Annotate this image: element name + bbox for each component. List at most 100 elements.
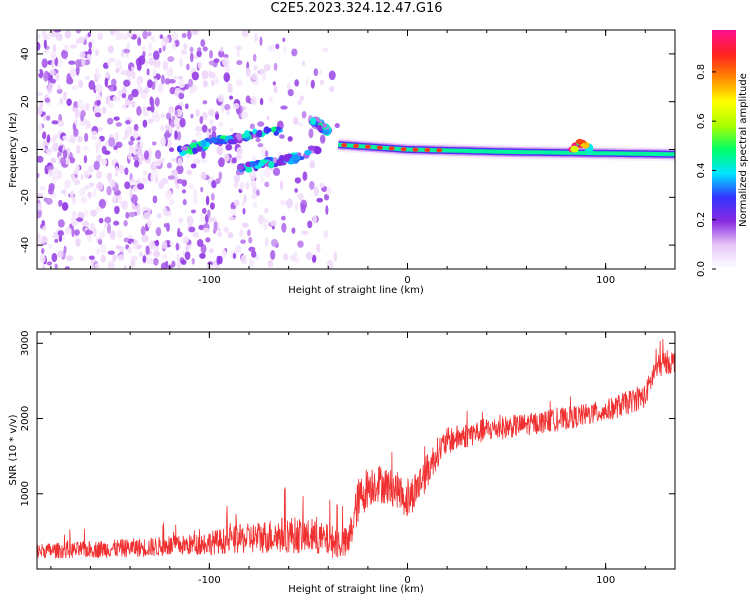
noise-speckle xyxy=(263,64,271,72)
noise-speckle xyxy=(84,102,90,112)
noise-speckle xyxy=(137,37,142,46)
noise-speckle xyxy=(83,209,88,218)
noise-speckle xyxy=(217,94,225,103)
noise-speckle xyxy=(272,81,276,86)
noise-speckle xyxy=(106,117,114,125)
noise-speckle xyxy=(104,221,108,229)
noise-speckle xyxy=(177,227,181,238)
noise-speckle xyxy=(287,136,293,142)
noise-speckle xyxy=(50,157,57,164)
noise-speckle xyxy=(141,234,149,243)
noise-speckle xyxy=(90,209,97,217)
noise-speckle xyxy=(127,247,133,254)
noise-speckle xyxy=(197,47,202,52)
noise-speckle xyxy=(325,205,329,215)
noise-speckle xyxy=(196,50,202,58)
noise-speckle xyxy=(82,146,90,151)
noise-speckle xyxy=(57,230,64,237)
noise-speckle xyxy=(257,121,265,127)
noise-speckle xyxy=(49,69,56,76)
noise-speckle xyxy=(302,171,308,181)
noise-speckle xyxy=(292,116,299,125)
noise-speckle xyxy=(106,186,112,196)
noise-speckle xyxy=(209,49,213,59)
noise-speckle xyxy=(193,158,201,165)
noise-speckle xyxy=(190,209,197,214)
noise-speckle xyxy=(123,265,127,269)
noise-speckle xyxy=(293,251,298,257)
noise-speckle xyxy=(178,92,185,100)
noise-speckle xyxy=(263,167,272,178)
noise-speckle xyxy=(195,109,200,117)
noise-speckle xyxy=(239,181,245,191)
noise-speckle xyxy=(102,62,109,69)
noise-speckle xyxy=(153,59,161,68)
noise-speckle xyxy=(125,69,130,76)
noise-speckle xyxy=(291,48,298,57)
noise-speckle xyxy=(54,263,58,269)
noise-speckle xyxy=(242,207,246,215)
noise-speckle xyxy=(46,261,53,266)
noise-speckle xyxy=(64,179,71,189)
noise-speckle xyxy=(312,215,317,224)
noise-speckle xyxy=(37,173,40,178)
carrier-peak xyxy=(364,144,371,149)
noise-speckle xyxy=(76,217,84,222)
noise-speckle xyxy=(236,50,240,58)
noise-speckle xyxy=(319,79,325,86)
noise-speckle xyxy=(231,157,237,164)
noise-speckle xyxy=(152,195,158,204)
noise-speckle xyxy=(66,255,74,262)
noise-speckle xyxy=(310,79,315,89)
noise-speckle xyxy=(264,181,270,188)
page-title: C2E5.2023.324.12.47.G16 xyxy=(270,1,443,16)
noise-speckle xyxy=(323,229,329,239)
noise-speckle xyxy=(254,32,258,43)
noise-speckle xyxy=(301,110,307,119)
snr-x-tick-label: 0 xyxy=(404,575,410,586)
snr-x-label: Height of straight line (km) xyxy=(288,584,424,595)
noise-speckle xyxy=(104,216,112,224)
branch-speckle xyxy=(266,127,272,133)
noise-speckle xyxy=(309,160,316,169)
noise-speckle xyxy=(168,105,175,114)
noise-speckle xyxy=(80,58,86,67)
noise-speckle xyxy=(205,237,211,243)
noise-speckle xyxy=(142,119,148,128)
noise-speckle xyxy=(62,149,68,159)
noise-speckle xyxy=(294,79,300,87)
noise-speckle xyxy=(153,257,159,266)
noise-speckle xyxy=(176,253,180,262)
noise-speckle xyxy=(54,238,59,243)
noise-speckle xyxy=(171,157,177,162)
noise-speckle xyxy=(163,132,171,139)
noise-speckle xyxy=(299,95,305,102)
noise-speckle xyxy=(51,174,57,184)
noise-speckle xyxy=(201,111,208,120)
noise-speckle xyxy=(113,116,120,121)
noise-speckle xyxy=(43,71,49,82)
noise-speckle xyxy=(136,150,143,157)
noise-speckle xyxy=(107,137,116,147)
noise-speckle xyxy=(163,223,169,228)
noise-speckle xyxy=(261,218,269,224)
noise-speckle xyxy=(217,227,222,232)
noise-speckle xyxy=(286,198,294,209)
noise-speckle xyxy=(115,68,120,74)
noise-speckle xyxy=(115,165,119,174)
noise-speckle xyxy=(173,117,180,127)
noise-speckle xyxy=(326,186,332,196)
noise-speckle xyxy=(84,132,89,142)
noise-speckle xyxy=(333,251,338,262)
noise-speckle xyxy=(212,217,217,223)
noise-speckle xyxy=(188,78,193,88)
noise-speckle xyxy=(171,169,178,176)
noise-speckle xyxy=(171,260,176,268)
noise-speckle xyxy=(129,188,133,198)
noise-speckle xyxy=(130,194,138,204)
noise-speckle xyxy=(54,56,58,67)
noise-speckle xyxy=(241,30,249,37)
snr-y-tick-label: 2000 xyxy=(20,406,31,431)
noise-speckle xyxy=(46,134,51,143)
noise-speckle xyxy=(225,144,233,151)
